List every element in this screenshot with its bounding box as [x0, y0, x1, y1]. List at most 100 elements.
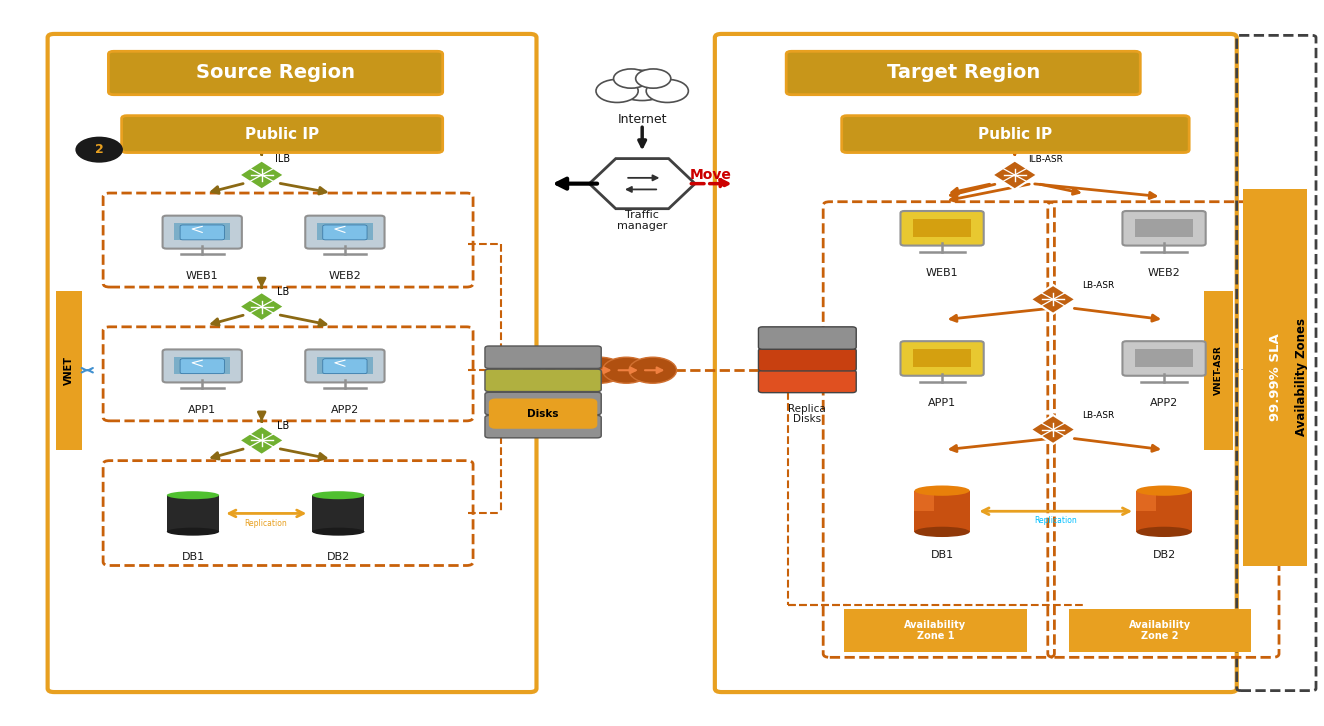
Circle shape — [646, 79, 688, 102]
Ellipse shape — [1136, 527, 1192, 537]
Text: APP1: APP1 — [928, 398, 956, 408]
FancyBboxPatch shape — [786, 52, 1140, 94]
Text: LB: LB — [277, 287, 289, 297]
Bar — [1204, 290, 1233, 450]
FancyBboxPatch shape — [180, 225, 224, 240]
Bar — [912, 219, 972, 237]
Circle shape — [602, 357, 650, 383]
Bar — [1135, 348, 1193, 367]
Circle shape — [629, 357, 677, 383]
Text: WEB2: WEB2 — [1148, 268, 1181, 277]
FancyBboxPatch shape — [323, 225, 367, 240]
Bar — [845, 609, 1026, 652]
Text: Disks: Disks — [793, 415, 821, 425]
Text: Source Region: Source Region — [196, 63, 355, 83]
Polygon shape — [1030, 285, 1075, 314]
Text: DB2: DB2 — [1152, 550, 1176, 560]
Ellipse shape — [915, 527, 969, 537]
FancyBboxPatch shape — [306, 349, 384, 383]
Text: VNET: VNET — [64, 356, 74, 385]
Text: APP2: APP2 — [331, 405, 359, 415]
Text: Target Region: Target Region — [887, 63, 1039, 83]
Ellipse shape — [915, 486, 969, 496]
Bar — [316, 223, 373, 240]
Text: Availability Zones: Availability Zones — [1295, 319, 1308, 436]
Bar — [912, 348, 972, 367]
Bar — [915, 491, 969, 532]
Bar — [56, 290, 82, 450]
FancyBboxPatch shape — [759, 348, 857, 371]
Ellipse shape — [312, 528, 364, 536]
Text: Traffic
manager: Traffic manager — [617, 210, 667, 232]
Text: WEB1: WEB1 — [185, 272, 218, 281]
Text: Internet: Internet — [617, 113, 667, 126]
Bar — [175, 223, 230, 240]
Ellipse shape — [1136, 486, 1192, 496]
Circle shape — [596, 79, 638, 102]
Circle shape — [613, 69, 649, 88]
Ellipse shape — [167, 492, 220, 499]
Text: Replica: Replica — [789, 404, 826, 414]
Circle shape — [614, 70, 670, 100]
Text: LB-ASR: LB-ASR — [1082, 411, 1113, 420]
FancyBboxPatch shape — [485, 392, 601, 415]
Polygon shape — [240, 426, 285, 455]
Bar — [175, 356, 230, 374]
Text: Replication: Replication — [1034, 516, 1078, 525]
Bar — [1243, 189, 1307, 566]
FancyBboxPatch shape — [900, 211, 984, 245]
Text: ILB: ILB — [275, 154, 290, 164]
Polygon shape — [240, 160, 285, 189]
Text: DB1: DB1 — [931, 550, 953, 560]
FancyBboxPatch shape — [163, 216, 242, 248]
Text: Availability
Zone 2: Availability Zone 2 — [1129, 620, 1192, 641]
Text: ILB-ASR: ILB-ASR — [1027, 155, 1063, 163]
FancyBboxPatch shape — [759, 370, 857, 393]
Bar — [316, 356, 373, 374]
Text: 99.99% SLA: 99.99% SLA — [1268, 333, 1282, 421]
FancyBboxPatch shape — [122, 115, 442, 152]
Text: Move: Move — [690, 168, 732, 182]
Text: LB: LB — [277, 421, 289, 431]
FancyBboxPatch shape — [485, 415, 601, 438]
Bar — [1136, 491, 1156, 511]
Circle shape — [576, 357, 624, 383]
Text: Availability
Zone 1: Availability Zone 1 — [904, 620, 967, 641]
Text: 2: 2 — [95, 143, 103, 156]
FancyBboxPatch shape — [109, 52, 442, 94]
Text: ···: ··· — [1234, 365, 1245, 375]
FancyBboxPatch shape — [900, 341, 984, 376]
Circle shape — [75, 136, 123, 163]
Ellipse shape — [312, 492, 364, 499]
FancyBboxPatch shape — [306, 216, 384, 248]
Text: Replication: Replication — [244, 519, 287, 528]
Polygon shape — [240, 292, 285, 321]
Bar — [915, 491, 933, 511]
Ellipse shape — [167, 528, 220, 536]
Text: VNET-ASR: VNET-ASR — [1214, 346, 1223, 395]
FancyBboxPatch shape — [323, 359, 367, 374]
Bar — [167, 495, 220, 531]
Bar — [1135, 219, 1193, 237]
Text: WEB2: WEB2 — [328, 272, 361, 281]
Text: DB1: DB1 — [181, 552, 204, 562]
Text: ···: ··· — [83, 365, 94, 375]
Text: DB2: DB2 — [327, 552, 350, 562]
Bar — [1068, 609, 1251, 652]
Text: Public IP: Public IP — [978, 126, 1053, 142]
Text: WEB1: WEB1 — [925, 268, 959, 277]
FancyBboxPatch shape — [485, 369, 601, 391]
FancyBboxPatch shape — [163, 349, 242, 383]
FancyBboxPatch shape — [1123, 211, 1206, 245]
Text: APP2: APP2 — [1151, 398, 1178, 408]
FancyBboxPatch shape — [842, 115, 1189, 152]
FancyBboxPatch shape — [485, 346, 601, 368]
Text: Public IP: Public IP — [245, 126, 319, 142]
Text: Disks: Disks — [527, 409, 559, 419]
Polygon shape — [992, 160, 1037, 189]
Polygon shape — [1030, 415, 1075, 444]
FancyBboxPatch shape — [490, 400, 596, 428]
Text: APP1: APP1 — [188, 405, 216, 415]
Circle shape — [636, 69, 671, 88]
FancyBboxPatch shape — [1123, 341, 1206, 376]
